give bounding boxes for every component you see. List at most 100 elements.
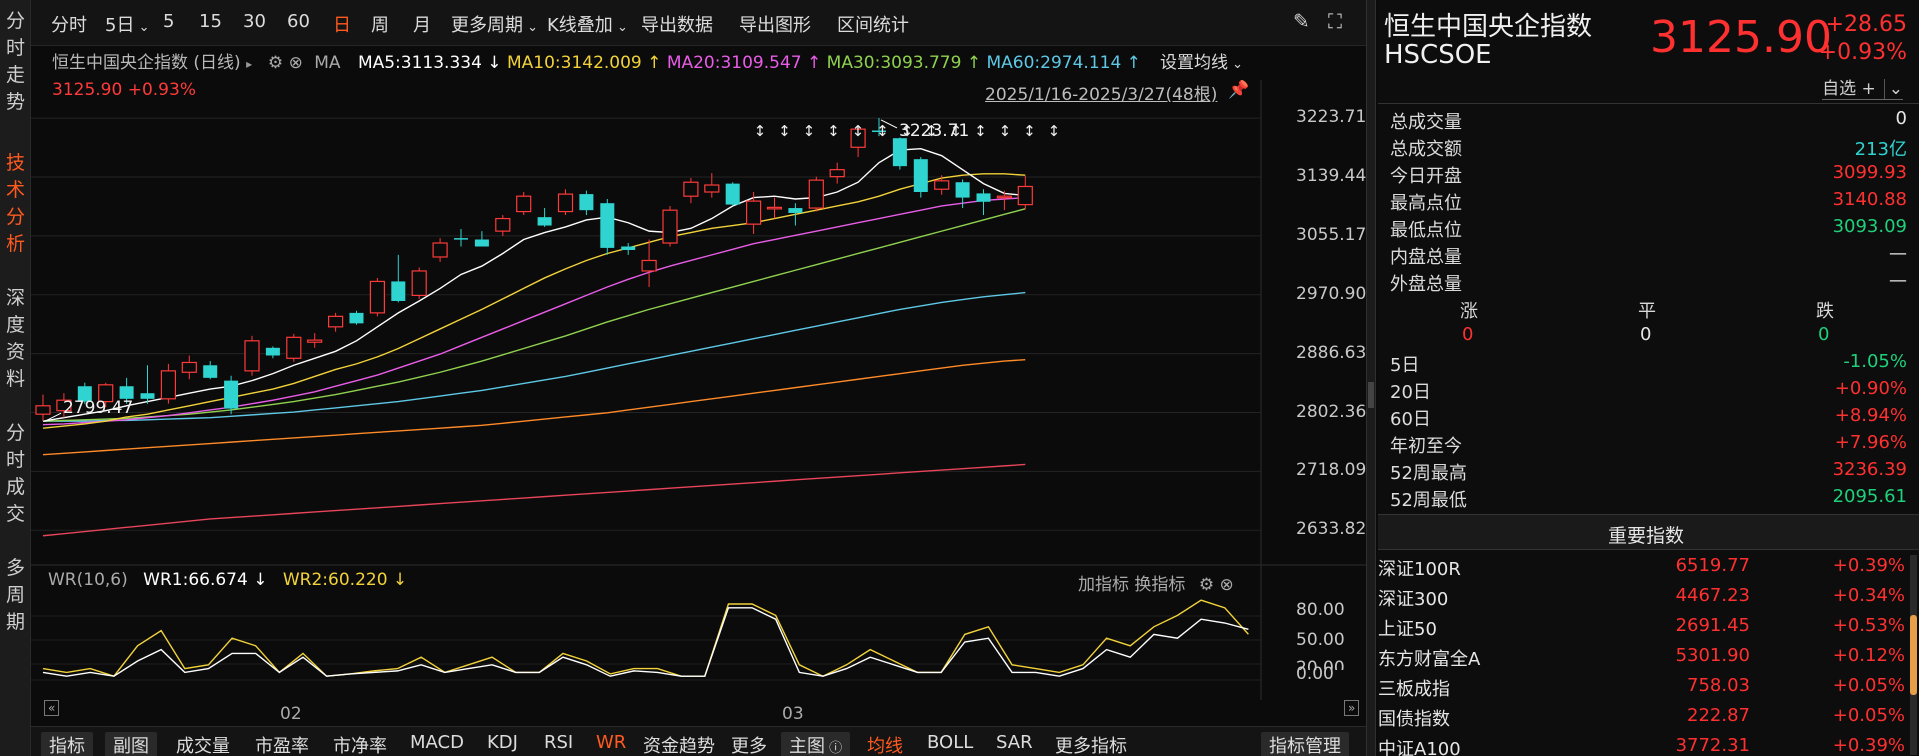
nav-fenshi[interactable]: 分时走势 (5, 10, 25, 113)
set-ma-label: 设置均线 (1160, 53, 1228, 73)
main-boll[interactable]: BOLL (927, 732, 974, 753)
main-ma[interactable]: 均线 (867, 736, 903, 756)
gear-icon[interactable]: ⚙ (267, 53, 284, 73)
ind-rsi[interactable]: RSI (544, 732, 574, 753)
candle-body (516, 195, 532, 213)
mainchart-tab[interactable]: 主图 ⓘ (781, 732, 851, 756)
period-60min[interactable]: 60 (287, 11, 310, 32)
indicator-manage-button[interactable]: 指标管理 (1261, 732, 1349, 756)
candle-body (872, 130, 886, 133)
index-name: 恒生中国央企指数 (日线) (52, 53, 241, 73)
subchart-tab[interactable]: 副图 (105, 732, 157, 756)
stat-label: 内盘总量 (1390, 247, 1462, 268)
index-row[interactable]: 国债指数 222.87 +0.05% (1378, 705, 1905, 733)
event-marker-icon: ↕ (876, 122, 889, 140)
export-data-button[interactable]: 导出数据 (641, 15, 713, 36)
candle-body (307, 339, 323, 343)
scroll-left-button[interactable]: « (44, 700, 60, 716)
ind-volume[interactable]: 成交量 (176, 736, 230, 756)
period-fenshi[interactable]: 分时 (51, 15, 87, 36)
breadth-flat-label: 平 (1638, 301, 1656, 322)
price-tick: 2970.90 (1296, 283, 1367, 304)
main-sar[interactable]: SAR (996, 732, 1033, 753)
close-icon[interactable]: ⊗ (288, 53, 303, 73)
current-price: 3125.90 (52, 80, 123, 100)
period-30min[interactable]: 30 (243, 11, 266, 32)
index-row[interactable]: 东方财富全A 5301.90 +0.12% (1378, 645, 1905, 673)
perf-value: 2095.61 (1832, 486, 1907, 507)
more-periods-menu[interactable]: 更多周期 ⌄ (451, 11, 538, 37)
scroll-right-button[interactable]: » (1344, 700, 1360, 716)
period-5min[interactable]: 5 (163, 11, 175, 32)
ind-kdj[interactable]: KDJ (487, 732, 518, 753)
candle-body (537, 217, 552, 226)
nav-depth[interactable]: 深度资料 (5, 287, 25, 390)
candle-body (745, 200, 762, 225)
indicator-tab[interactable]: 指标 (41, 732, 93, 756)
index-name: 三板成指 (1378, 679, 1450, 700)
period-week[interactable]: 周 (371, 15, 389, 36)
candle-body (766, 206, 783, 210)
divider-handle[interactable] (1368, 382, 1374, 408)
index-pct: +0.05% (1832, 705, 1905, 726)
ind-more[interactable]: 更多 (731, 736, 767, 756)
index-row[interactable]: 深证300 4467.23 +0.34% (1378, 585, 1905, 613)
set-ma-button[interactable]: 设置均线 ⌄ (1160, 48, 1243, 73)
breadth-up-value: 0 (1462, 324, 1474, 345)
close-icon[interactable]: ⊗ (1219, 575, 1234, 595)
nav-tech-analysis[interactable]: 技术分析 (5, 152, 25, 255)
add-indicator-button[interactable]: 加指标 (1078, 575, 1129, 595)
event-marker-icon: ↕ (754, 122, 767, 140)
fullscreen-icon[interactable]: ⛶ (1328, 9, 1342, 33)
perf-value: +7.96% (1834, 432, 1907, 453)
ind-pe[interactable]: 市盈率 (255, 736, 309, 756)
range-stats-button[interactable]: 区间统计 (837, 15, 909, 36)
current-price-line: 3125.90 +0.93% (52, 80, 196, 100)
down-arrow-icon: ↓ (481, 53, 502, 73)
gear-icon[interactable]: ⚙ (1198, 575, 1215, 595)
price-tick: 2802.36 (1296, 401, 1367, 422)
nav-multi-period[interactable]: 多周期 (5, 557, 25, 633)
perf-label: 52周最低 (1390, 490, 1467, 511)
period-15min[interactable]: 15 (199, 11, 222, 32)
candle-body (244, 340, 260, 372)
index-price: 6519.77 (1675, 555, 1750, 576)
kline-overlay-menu[interactable]: K线叠加 ⌄ (547, 11, 628, 37)
grid-lines (31, 80, 1366, 700)
period-day[interactable]: 日 (333, 15, 351, 36)
ma-lines (42, 147, 1026, 537)
wr1-value: WR1:66.674 (143, 570, 248, 590)
nav-ticks[interactable]: 分时成交 (5, 422, 25, 525)
index-row[interactable]: 中证A100 3772.31 +0.39% (1378, 735, 1905, 756)
stat-value: — (1889, 243, 1907, 264)
mainchart-label: 主图 (789, 736, 825, 756)
index-row[interactable]: 上证50 2691.45 +0.53% (1378, 615, 1905, 643)
ind-pb[interactable]: 市净率 (333, 736, 387, 756)
stat-value: 213亿 (1854, 139, 1907, 160)
brush-icon[interactable]: ✎ (1293, 9, 1310, 33)
pin-icon[interactable]: 📌 (1228, 80, 1250, 100)
ind-wr[interactable]: WR (596, 732, 627, 753)
stat-row: 总成交额 213亿 (1390, 135, 1907, 161)
candle-body (557, 193, 574, 213)
caret-right-icon[interactable]: ▸ (246, 57, 256, 71)
candle-body (474, 239, 489, 247)
indices-scrollbar[interactable] (1910, 555, 1917, 755)
index-row[interactable]: 深证100R 6519.77 +0.39% (1378, 555, 1905, 583)
period-5day[interactable]: 5日 ⌄ (105, 11, 149, 37)
candle-body (955, 182, 970, 198)
date-range[interactable]: 2025/1/16-2025/3/27(48根) (985, 85, 1218, 105)
panel-divider[interactable] (1366, 0, 1376, 756)
index-row[interactable]: 三板成指 758.03 +0.05% (1378, 675, 1905, 703)
kline-chart[interactable]: 3223.71 2799.47 ↕ ↕ ↕ ↕ ↕ ↕ ↕ ↕ ↕ ↕ ↕ ↕ ↕ (31, 0, 1366, 726)
ind-fund-trend[interactable]: 资金趋势 (643, 736, 715, 756)
add-watchlist-button[interactable]: 自选 + ⌄ (1822, 74, 1903, 100)
export-chart-button[interactable]: 导出图形 (739, 15, 811, 36)
main-more-indicators[interactable]: 更多指标 (1055, 736, 1127, 756)
candle-body (725, 183, 740, 205)
period-month[interactable]: 月 (413, 15, 431, 36)
annotations: 3223.71 2799.47 ↕ ↕ ↕ ↕ ↕ ↕ ↕ ↕ ↕ ↕ ↕ ↕ ↕ (44, 119, 1060, 422)
ind-macd[interactable]: MACD (410, 732, 464, 753)
scrollbar-thumb[interactable] (1910, 615, 1917, 695)
switch-indicator-button[interactable]: 换指标 (1134, 575, 1186, 595)
